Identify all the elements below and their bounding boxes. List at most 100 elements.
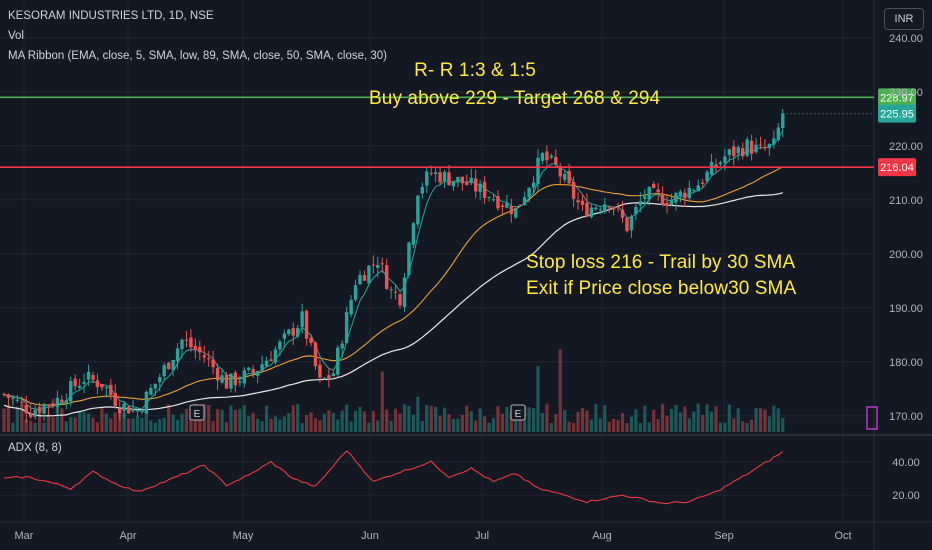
candle-body [20, 401, 24, 403]
candle-body [407, 242, 411, 275]
candle-body [229, 373, 233, 389]
candle-body [620, 209, 625, 218]
candle-body [291, 328, 295, 336]
candle-body [131, 408, 135, 412]
volume-bar [398, 413, 402, 432]
candle-body [296, 327, 300, 337]
currency-button[interactable]: INR [884, 8, 924, 30]
candle-body [313, 342, 318, 367]
candle-body [135, 410, 140, 412]
last-price-label: 225.95 [880, 109, 914, 121]
candle-body [69, 380, 73, 402]
candle-body [158, 377, 162, 383]
stop-level-label: 216.04 [880, 162, 914, 174]
candle-body [202, 355, 206, 358]
candle-body [709, 161, 714, 175]
candle-body [220, 375, 224, 383]
candle-body [126, 406, 131, 414]
candle-body [585, 202, 589, 217]
adx-indicator-label[interactable]: ADX (8, 8) [8, 442, 62, 454]
volume-bar [353, 410, 358, 432]
candle-body [505, 202, 509, 208]
price-tick-label: 230.00 [889, 87, 923, 99]
volume-indicator-label[interactable]: Vol [8, 30, 24, 42]
candle-body [29, 413, 33, 417]
candle-body [389, 289, 393, 291]
volume-bar [336, 419, 340, 432]
volume-bar [358, 406, 362, 432]
candle-body [611, 207, 616, 210]
volume-bar [416, 396, 420, 432]
volume-bar [438, 415, 442, 432]
volume-bar [754, 407, 758, 432]
candle-body [273, 349, 278, 363]
volume-bar [376, 420, 380, 432]
volume-bar [33, 422, 37, 432]
volume-bar [220, 409, 224, 432]
risk-reward-annotation: R- R 1:3 & 1:5 [414, 60, 536, 81]
adx-tick-label: 20.00 [892, 490, 920, 502]
volume-bar [229, 405, 233, 432]
volume-bar [674, 405, 678, 432]
volume-bar [598, 418, 602, 432]
time-tick-label: Jun [361, 530, 379, 542]
candle-body [514, 207, 518, 218]
candle-body [558, 166, 562, 177]
volume-bar [576, 411, 580, 432]
volume-bar [38, 407, 42, 432]
candle-body [55, 397, 60, 407]
volume-bar [732, 418, 736, 432]
candle-body [741, 148, 745, 157]
candle-body [393, 291, 398, 293]
volume-bar [638, 422, 642, 432]
volume-bar [567, 421, 571, 432]
candle-body [402, 277, 407, 307]
candle-body [207, 358, 211, 360]
symbol-title[interactable]: KESORAM INDUSTRIES LTD, 1D, NSE [8, 10, 214, 22]
price-tick-label: 220.00 [889, 141, 923, 153]
candle-body [487, 197, 491, 199]
future-event-marker [866, 406, 878, 430]
volume-bar [11, 422, 15, 432]
stop-level-tag [878, 158, 916, 177]
ma-ribbon-indicator-label[interactable]: MA Ribbon (EMA, close, 5, SMA, low, 89, … [8, 50, 388, 62]
volume-bar [491, 418, 496, 432]
candle-body [625, 217, 629, 232]
candle-body [732, 146, 736, 157]
volume-bar [180, 413, 184, 432]
candle-body [767, 144, 772, 149]
candle-body [647, 187, 651, 200]
candle-body [652, 183, 656, 188]
volume-bar [380, 371, 384, 432]
price-tick-label: 190.00 [889, 303, 923, 315]
candle-body [340, 343, 344, 349]
volume-bar [29, 420, 33, 432]
candle-body [118, 408, 122, 414]
volume-bar [625, 422, 629, 432]
volume-bar [447, 414, 451, 432]
candle-body [184, 339, 189, 341]
candle-body [643, 196, 647, 199]
candle-body [589, 207, 594, 218]
candle-body [82, 381, 86, 384]
candle-body [580, 200, 585, 205]
adx-tick-label: 40.00 [892, 457, 920, 469]
volume-bar [714, 406, 718, 432]
candle-body [46, 405, 51, 407]
volume-bar [331, 412, 335, 432]
candle-body [336, 347, 340, 375]
volume-bar [585, 410, 589, 432]
earnings-marker-label: E [194, 409, 201, 420]
volume-bar [474, 420, 478, 432]
volume-bar [572, 423, 576, 432]
candle-body [576, 200, 580, 203]
buy-level-tag [878, 88, 916, 107]
candle-body [665, 202, 669, 206]
volume-bar [607, 421, 611, 432]
volume-bar [767, 416, 771, 432]
time-tick-label: Sep [714, 530, 734, 542]
candle-body [189, 337, 193, 348]
candle-body [171, 360, 175, 371]
volume-bar [429, 405, 433, 432]
volume-bar [278, 419, 282, 432]
